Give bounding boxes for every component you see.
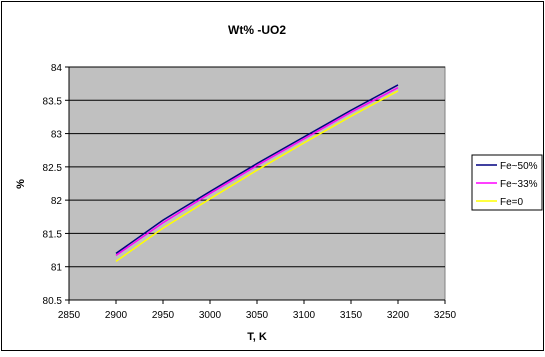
x-tick-label: 3250 — [434, 310, 457, 321]
y-axis-label: % — [15, 179, 27, 189]
y-tick-label: 84 — [51, 63, 63, 74]
x-tick-labels: 2850 2900 2950 3000 3050 3100 3150 3200 3250 — [58, 310, 457, 321]
y-tick-label: 81.5 — [43, 229, 63, 240]
y-tick-label: 81 — [51, 263, 63, 274]
x-axis-label: T, K — [247, 331, 267, 343]
y-tick-label: 82.5 — [43, 163, 63, 174]
plot-area — [68, 66, 446, 301]
x-tick-label: 2950 — [152, 310, 175, 321]
x-tick-label: 3000 — [199, 310, 222, 321]
legend-label-fe-33: Fe~33% — [500, 179, 538, 190]
series-line-fe-0 — [115, 90, 399, 263]
chart-title: Wt% -UO2 — [228, 23, 286, 37]
series-lines — [115, 84, 399, 263]
y-tick-label: 80.5 — [43, 296, 63, 307]
y-tick-label: 83 — [51, 130, 63, 141]
x-tick-label: 2900 — [105, 310, 128, 321]
x-tick-label: 3100 — [293, 310, 316, 321]
y-tick-labels: 80.5 81 81.5 82 82.5 83 83.5 84 — [43, 63, 63, 307]
series-line-fe-33- — [115, 86, 399, 257]
x-tick-label: 3200 — [387, 310, 410, 321]
legend-label-fe-50: Fe~50% — [500, 161, 538, 172]
legend-label-fe-0: Fe=0 — [500, 197, 524, 208]
x-tick-label: 3150 — [340, 310, 363, 321]
y-tick-label: 82 — [51, 196, 63, 207]
grid-lines — [65, 66, 446, 304]
x-tick-label: 2850 — [58, 310, 81, 321]
series-line-fe-50- — [115, 84, 399, 255]
x-tick-label: 3050 — [246, 310, 269, 321]
y-tick-label: 83.5 — [43, 96, 63, 107]
legend: Fe~50% Fe~33% Fe=0 — [471, 154, 543, 211]
